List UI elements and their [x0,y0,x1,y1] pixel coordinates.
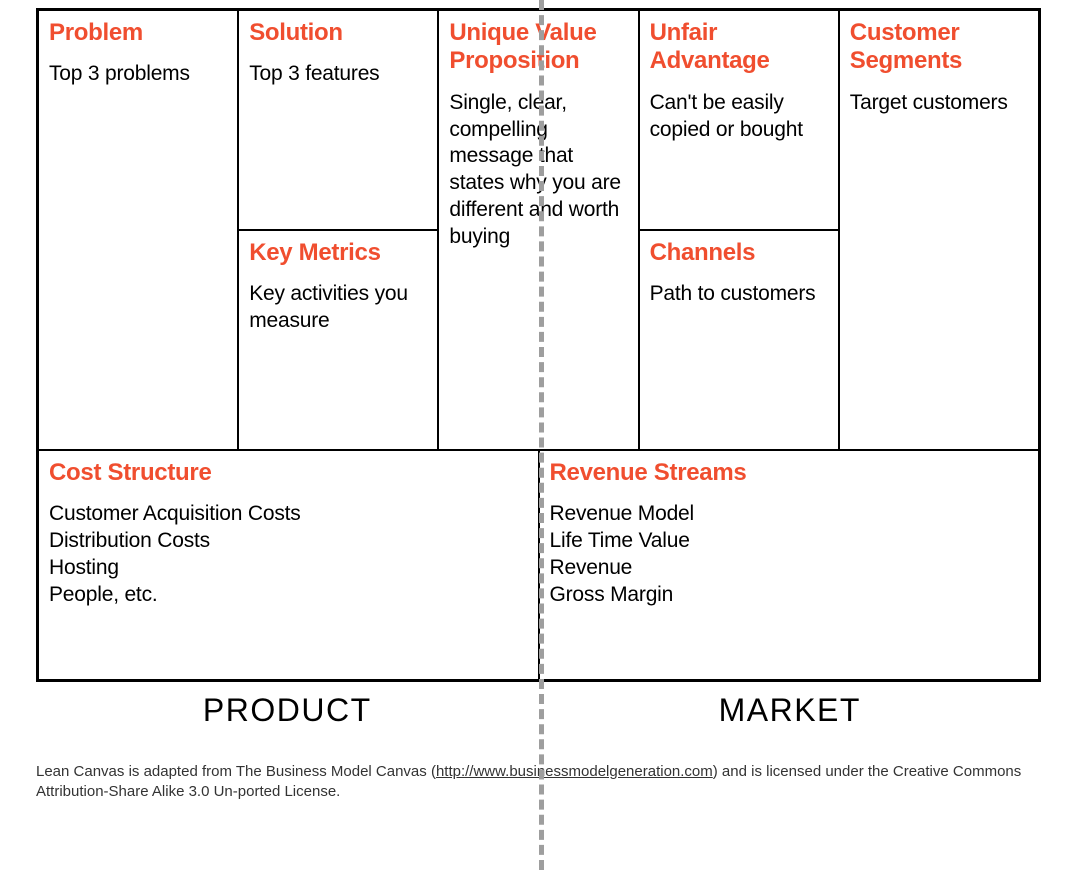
attribution-text: Lean Canvas is adapted from The Business… [36,762,1041,801]
cell-key-metrics-title: Key Metrics [249,239,427,267]
cell-cost-structure: Cost Structure Customer Acquisition Cost… [38,450,539,680]
cell-revenue-streams: Revenue Streams Revenue Model Life Time … [539,450,1040,680]
cell-key-metrics-desc: Key activities you measure [249,281,427,335]
cell-problem-title: Problem [49,19,227,47]
bottom-section: Cost Structure Customer Acquisition Cost… [38,450,1039,680]
attribution-prefix: Lean Canvas is adapted from The Business… [36,763,436,780]
cell-problem: Problem Top 3 problems [38,10,238,450]
cell-channels-title: Channels [650,239,828,267]
cell-channels: Channels Path to customers [639,230,839,450]
attribution-link: http://www.businessmodelgeneration.com [436,763,713,780]
cell-solution: Solution Top 3 features [238,10,438,230]
cell-segments-title: Customer Segments [850,19,1028,76]
cell-customer-segments: Customer Segments Target customers [839,10,1039,450]
top-section: Problem Top 3 problems Solution Top 3 fe… [38,10,1039,450]
cell-revenue-desc: Revenue Model Life Time Value Revenue Gr… [550,501,1029,609]
cell-unfair-advantage: Unfair Advantage Can't be easily copied … [639,10,839,230]
cell-key-metrics: Key Metrics Key activities you measure [238,230,438,450]
cell-channels-desc: Path to customers [650,281,828,308]
cell-uvp-title: Unique Value Proposition [449,19,627,76]
cell-uvp-desc: Single, clear, compelling message that s… [449,90,627,251]
cell-unfair-title: Unfair Advantage [650,19,828,76]
cell-uvp: Unique Value Proposition Single, clear, … [438,10,638,450]
cell-revenue-title: Revenue Streams [550,459,1029,487]
footer-product-label: PRODUCT [36,692,539,729]
cell-segments-desc: Target customers [850,90,1028,117]
cell-unfair-desc: Can't be easily copied or bought [650,90,828,144]
cell-cost-title: Cost Structure [49,459,528,487]
cell-solution-desc: Top 3 features [249,61,427,88]
cell-solution-title: Solution [249,19,427,47]
footer-labels: PRODUCT MARKET [36,682,1041,738]
footer-market-label: MARKET [539,692,1042,729]
canvas-grid: Problem Top 3 problems Solution Top 3 fe… [36,8,1041,682]
cell-cost-desc: Customer Acquisition Costs Distribution … [49,501,528,609]
lean-canvas-diagram: Problem Top 3 problems Solution Top 3 fe… [0,0,1077,870]
cell-problem-desc: Top 3 problems [49,61,227,88]
